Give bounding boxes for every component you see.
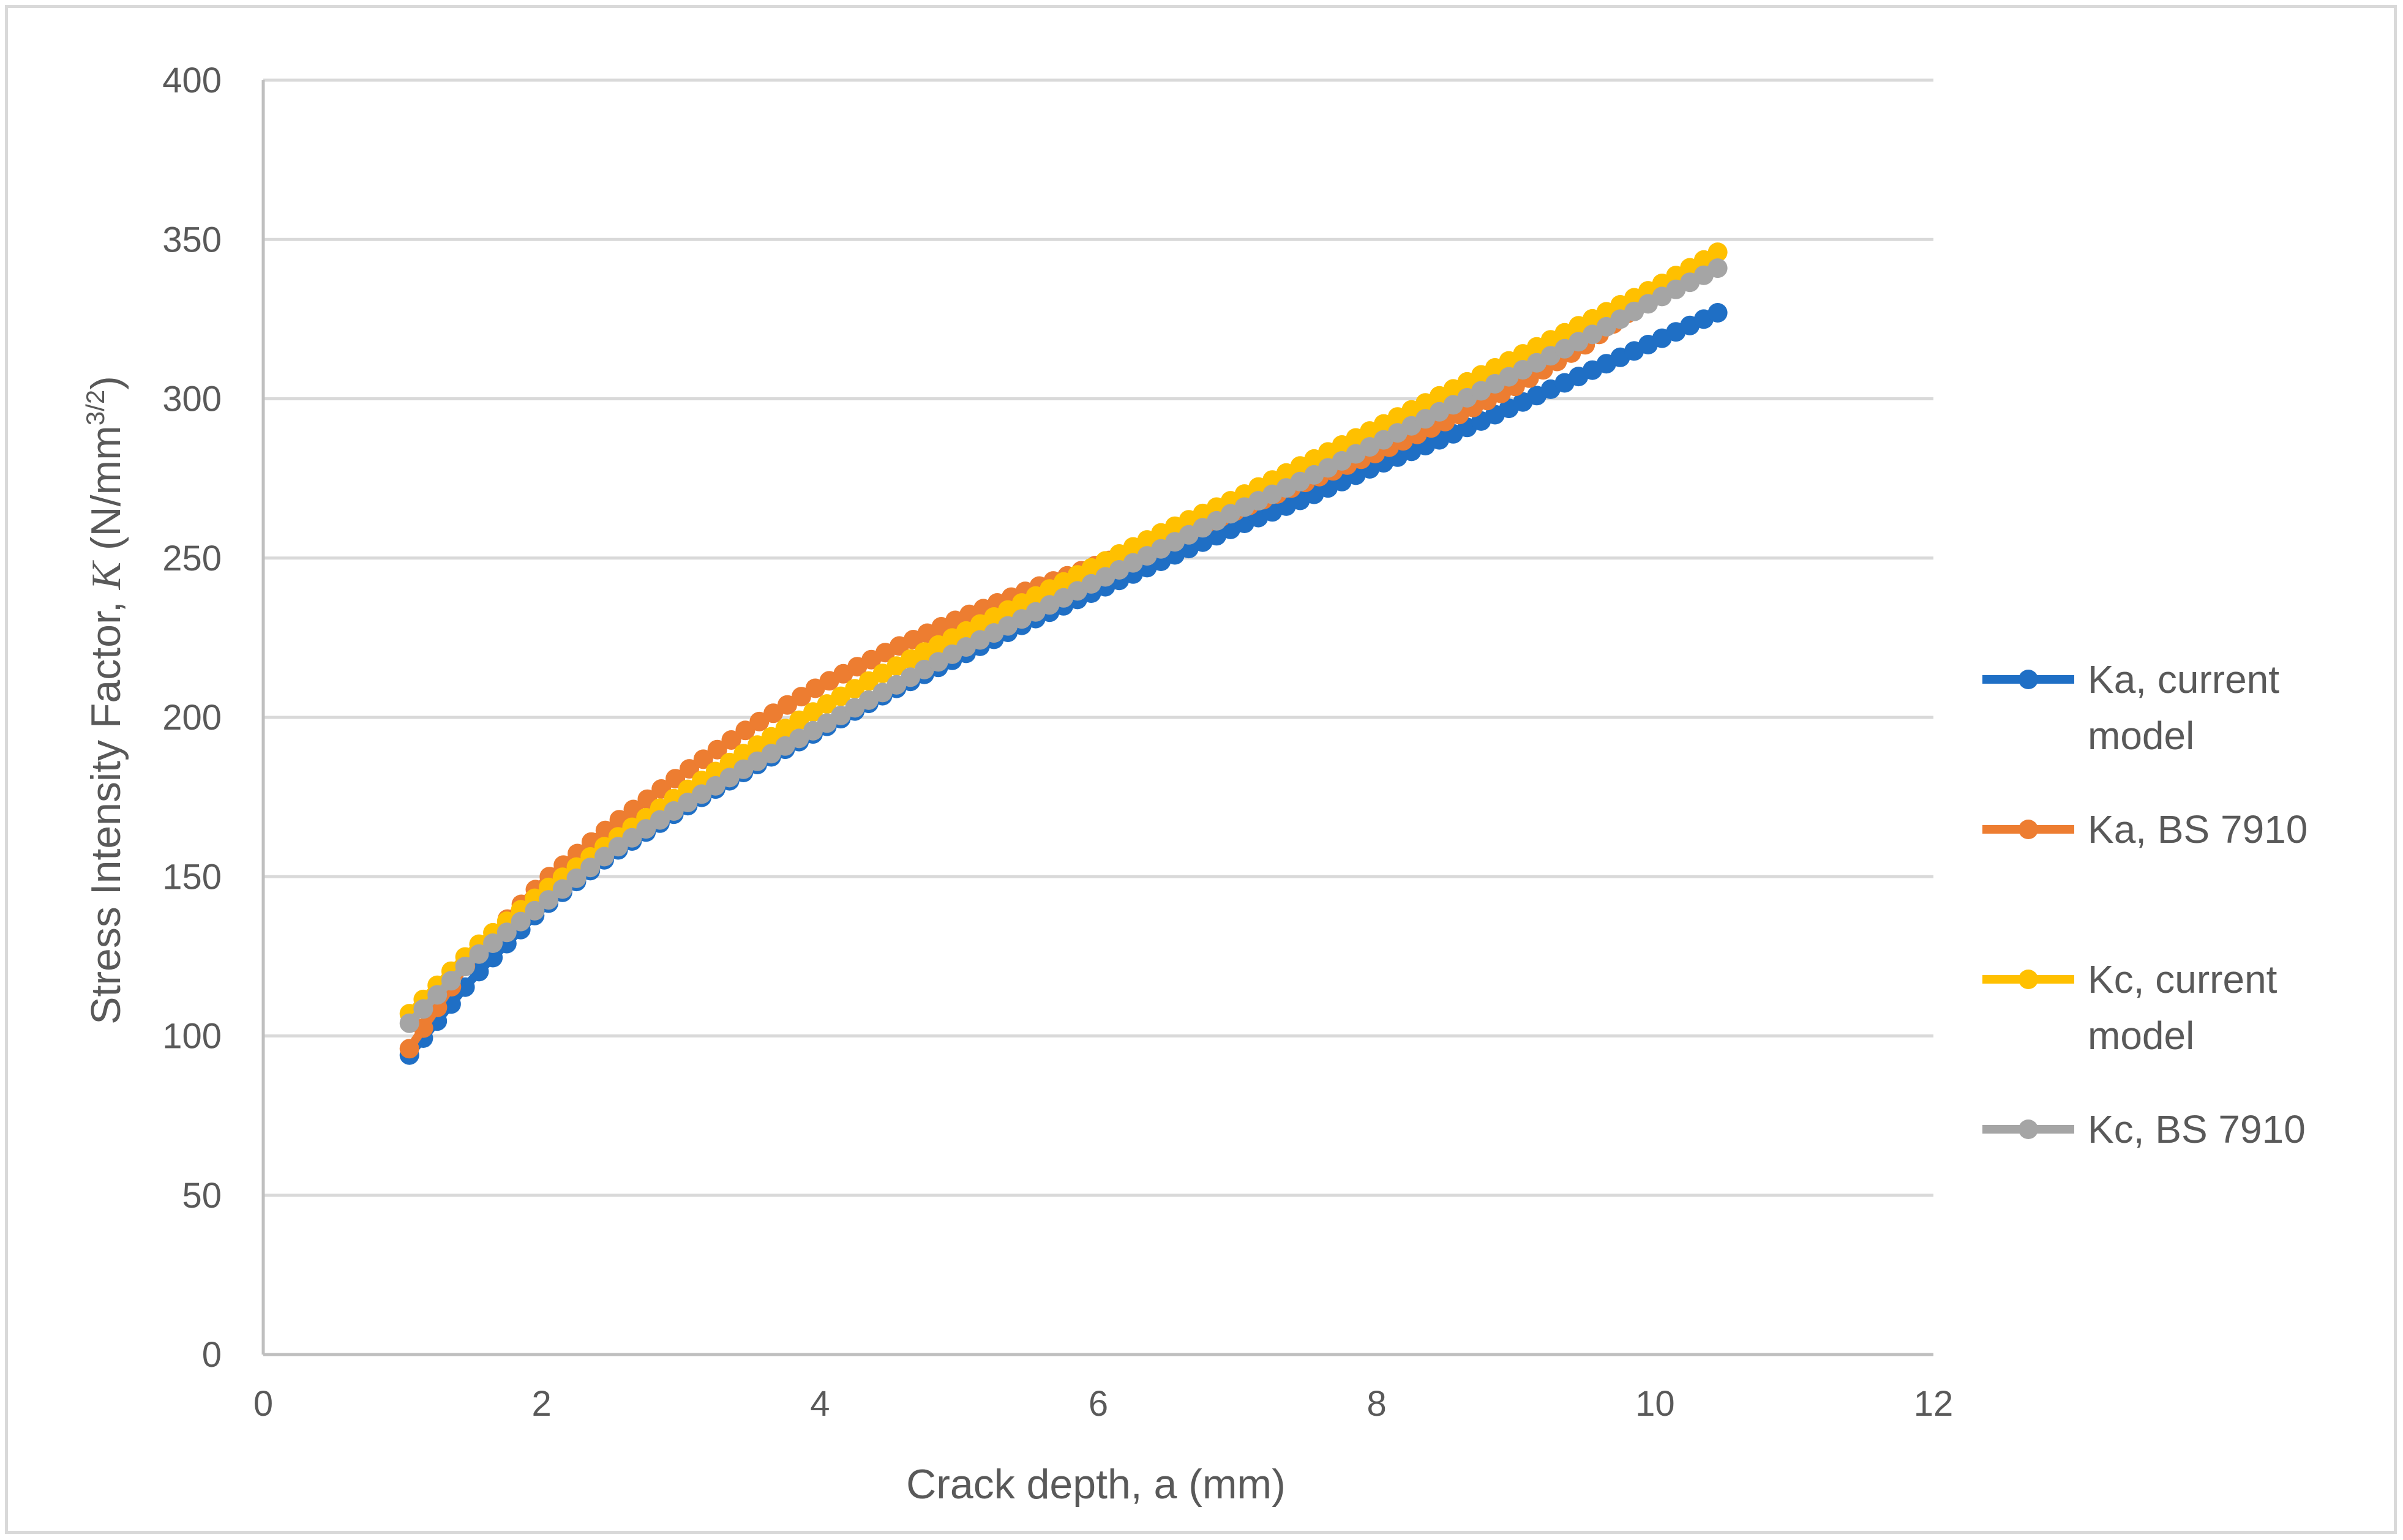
data-point — [441, 971, 461, 991]
legend-label: Ka, BS 7910 — [2088, 807, 2307, 851]
data-point — [721, 730, 741, 750]
y-axis-title: Stress Intensity Factor, K (N/mm3/2) — [81, 376, 129, 1025]
data-point — [552, 879, 572, 899]
x-tick-label: 10 — [1635, 1384, 1675, 1424]
data-point — [650, 810, 670, 830]
legend-item: Kc, current model — [1982, 957, 2277, 1058]
data-point — [399, 1013, 419, 1033]
data-point — [636, 819, 656, 839]
y-axis-title-unit-close: ) — [83, 376, 129, 390]
gridlines — [263, 78, 1933, 1197]
legend-label: Ka, current — [2088, 657, 2279, 701]
data-point — [525, 900, 545, 921]
legend-swatch-marker — [2019, 820, 2038, 839]
y-tick-label: 100 — [162, 1017, 222, 1056]
data-point — [1708, 303, 1728, 323]
y-tick-label: 50 — [182, 1176, 222, 1216]
y-axis-title-unit-exponent: 3/2 — [81, 390, 110, 425]
legend-label: Kc, current — [2088, 957, 2277, 1001]
y-axis-title-unit: (N/mm — [83, 425, 129, 562]
y-axis-title-prefix: Stress Intensity Factor, — [83, 589, 129, 1024]
legend: Ka, current model Ka, BS 7910 Kc, current mo… — [1982, 657, 2307, 1151]
data-point — [413, 999, 433, 1019]
legend-item: Ka, current model — [1982, 657, 2279, 758]
x-axis-title: Crack depth, a (mm) — [906, 1461, 1286, 1508]
x-tick-label: 4 — [810, 1384, 830, 1424]
series-group — [399, 242, 1728, 1065]
data-point — [594, 847, 614, 867]
series-2 — [399, 293, 1651, 1059]
legend-swatch-marker — [2019, 1119, 2038, 1139]
y-tick-label: 300 — [162, 379, 222, 419]
x-tick-label: 2 — [532, 1384, 552, 1424]
y-axis-title-symbol: K — [83, 559, 129, 590]
x-tick-label: 0 — [253, 1384, 273, 1424]
legend-item: Ka, BS 7910 — [1982, 807, 2307, 851]
y-tick-labels: 0 50 100 150 200 250 300 350 400 — [162, 61, 222, 1375]
data-point — [693, 749, 713, 769]
data-point — [622, 828, 642, 848]
data-point — [580, 858, 601, 878]
data-point — [455, 957, 475, 977]
data-point — [566, 868, 587, 888]
y-tick-label: 250 — [162, 539, 222, 578]
data-point — [1708, 242, 1728, 263]
x-tick-labels: 0 2 4 6 8 10 12 — [253, 1384, 1953, 1424]
data-point — [680, 759, 699, 779]
data-point — [511, 911, 531, 932]
y-tick-label: 0 — [202, 1335, 222, 1375]
y-tick-label: 350 — [162, 220, 222, 260]
legend-swatch-marker — [2019, 970, 2038, 989]
y-tick-label: 150 — [162, 857, 222, 897]
legend-label: Kc, BS 7910 — [2088, 1107, 2306, 1151]
data-point — [497, 922, 517, 943]
data-point — [1708, 258, 1728, 278]
axes — [261, 80, 1933, 1356]
data-point — [707, 739, 727, 760]
legend-label: model — [2088, 714, 2194, 758]
data-point — [469, 944, 489, 964]
series-1 — [399, 303, 1728, 1065]
x-tick-label: 6 — [1089, 1384, 1108, 1424]
data-point — [735, 720, 755, 741]
chart-frame — [5, 5, 2397, 1534]
data-point — [608, 837, 628, 857]
data-point — [399, 1039, 419, 1059]
y-tick-label: 200 — [162, 698, 222, 738]
legend-item: Kc, BS 7910 — [1982, 1107, 2306, 1151]
x-tick-label: 12 — [1914, 1384, 1954, 1424]
legend-label: model — [2088, 1014, 2194, 1058]
legend-swatch-marker — [2019, 670, 2038, 689]
data-point — [483, 933, 503, 953]
y-tick-label: 400 — [162, 61, 222, 100]
data-point — [539, 890, 558, 910]
data-point — [427, 985, 448, 1005]
series-line — [406, 308, 1720, 1058]
x-tick-label: 8 — [1367, 1384, 1387, 1424]
series-4 — [399, 258, 1728, 1033]
